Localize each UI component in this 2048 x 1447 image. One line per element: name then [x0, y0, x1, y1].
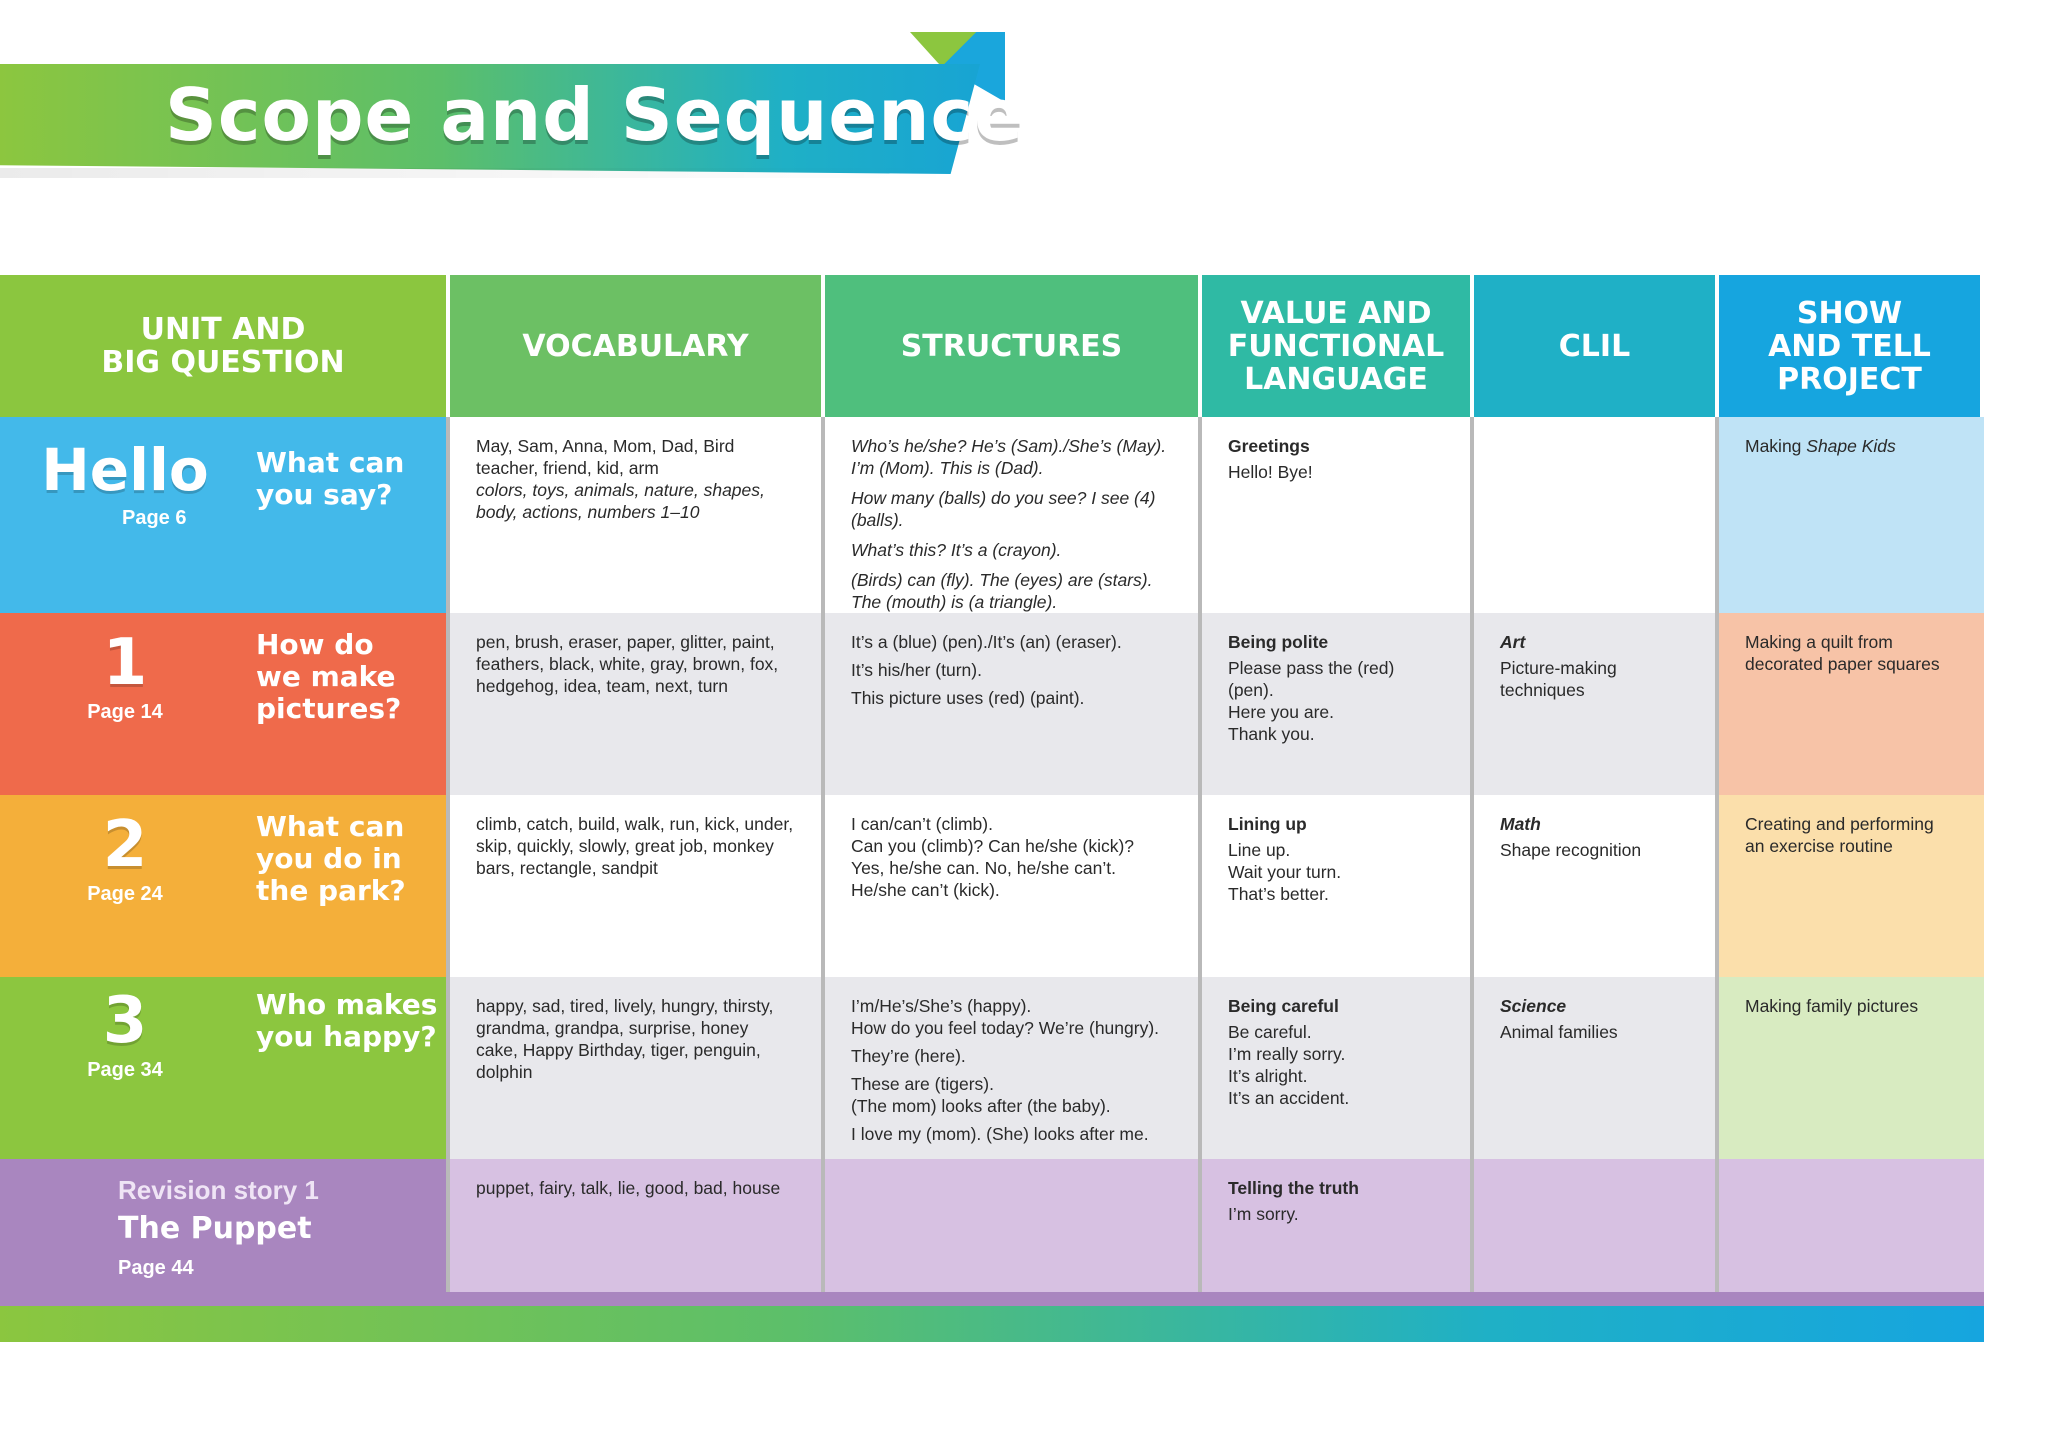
clil-subject: Art — [1500, 632, 1526, 652]
structures-cell — [825, 1159, 1202, 1314]
unit-page: Page 44 — [118, 1257, 194, 1279]
value-lines: Hello! Bye! — [1228, 462, 1313, 482]
unit-title: Hello — [41, 436, 209, 504]
structure-line: How many (balls) do you see? I see (4) (… — [851, 488, 1156, 530]
value-title: Telling the truth — [1228, 1178, 1359, 1198]
unit-page: Page 24 — [87, 883, 163, 905]
structure-line: These are (tigers). (The mom) looks afte… — [851, 1074, 1111, 1116]
value-lines: I’m sorry. — [1228, 1204, 1299, 1224]
header-clil: CLIL — [1474, 275, 1719, 417]
unit-page: Page 14 — [87, 701, 163, 723]
project-cell: Creating and performing an exercise rout… — [1719, 795, 1984, 977]
vocab-text: climb, catch, build, walk, run, kick, un… — [476, 814, 794, 878]
value-title: Greetings — [1228, 436, 1310, 456]
clil-cell — [1474, 1159, 1719, 1314]
unit-number: 2 — [102, 808, 148, 882]
clil-text: Shape recognition — [1500, 840, 1642, 860]
clil-text: Animal families — [1500, 1022, 1618, 1042]
unit-number: 1 — [102, 626, 148, 700]
value-lines: Line up. Wait your turn. That’s better. — [1228, 840, 1342, 904]
header-unit: UNIT AND BIG QUESTION — [0, 275, 450, 417]
structures-cell: It’s a (blue) (pen)./It’s (an) (eraser).… — [825, 613, 1202, 795]
revision-story: Revision story 1 The Puppet Page 44 — [0, 1159, 450, 1314]
structure-line: It’s a (blue) (pen)./It’s (an) (eraser). — [851, 632, 1122, 652]
structure-line: I’m/He’s/She’s (happy). How do you feel … — [851, 996, 1160, 1038]
clil-cell: Math Shape recognition — [1474, 795, 1719, 977]
value-cell: Being polite Please pass the (red) (pen)… — [1202, 613, 1474, 795]
structure-line: They’re (here). — [851, 1046, 966, 1066]
header-project: SHOW AND TELL PROJECT — [1719, 275, 1984, 417]
vocab-text: puppet, fairy, talk, lie, good, bad, hou… — [476, 1178, 781, 1198]
project-cell: Making family pictures — [1719, 977, 1984, 1159]
clil-cell: Art Picture-making techniques — [1474, 613, 1719, 795]
banner-shadow — [0, 168, 960, 178]
project-cell: Making Shape Kids — [1719, 417, 1984, 613]
vocab-text: May, Sam, Anna, Mom, Dad, Bird teacher, … — [476, 436, 735, 478]
header-vocabulary: VOCABULARY — [450, 275, 825, 417]
unit-page: Page 6 — [122, 507, 187, 529]
vocab-cell: May, Sam, Anna, Mom, Dad, Bird teacher, … — [450, 417, 825, 613]
bottom-gradient-bar — [0, 1306, 1984, 1342]
project-italic: Shape Kids — [1806, 436, 1896, 456]
vocab-cell: climb, catch, build, walk, run, kick, un… — [450, 795, 825, 977]
revision-title: The Puppet — [118, 1211, 312, 1246]
project-text: Making — [1745, 436, 1807, 456]
vocab-cell: pen, brush, eraser, paper, glitter, pain… — [450, 613, 825, 795]
value-cell: Greetings Hello! Bye! — [1202, 417, 1474, 613]
value-cell: Lining up Line up. Wait your turn. That’… — [1202, 795, 1474, 977]
unit-3: 3 Page 34 Who makes you happy? — [0, 977, 450, 1159]
structures-cell: I’m/He’s/She’s (happy). How do you feel … — [825, 977, 1202, 1159]
value-lines: Please pass the (red) (pen). Here you ar… — [1228, 658, 1395, 744]
title-banner — [0, 64, 980, 174]
structure-line: What’s this? It’s a (crayon). — [851, 540, 1062, 560]
structure-line: This picture uses (red) (paint). — [851, 688, 1085, 708]
value-title: Being careful — [1228, 996, 1339, 1016]
project-cell — [1719, 1159, 1984, 1314]
unit-question: What can you do in the park? — [256, 810, 406, 907]
bottom-purple-strip — [0, 1292, 1984, 1306]
value-cell: Being careful Be careful. I’m really sor… — [1202, 977, 1474, 1159]
page-title: Scope and Sequence — [165, 73, 1024, 157]
unit-question: How do we make pictures? — [256, 628, 402, 725]
header-structures: STRUCTURES — [825, 275, 1202, 417]
unit-1: 1 Page 14 How do we make pictures? — [0, 613, 450, 795]
structures-cell: I can/can’t (climb). Can you (climb)? Ca… — [825, 795, 1202, 977]
clil-cell: Science Animal families — [1474, 977, 1719, 1159]
structure-line: It’s his/her (turn). — [851, 660, 982, 680]
revision-label: Revision story 1 — [118, 1175, 319, 1205]
structure-line: (Birds) can (fly). The (eyes) are (stars… — [851, 570, 1153, 612]
unit-page: Page 34 — [87, 1059, 163, 1081]
header-value: VALUE AND FUNCTIONAL LANGUAGE — [1202, 275, 1474, 417]
unit-hello: Hello Page 6 What can you say? — [0, 417, 450, 613]
unit-2: 2 Page 24 What can you do in the park? — [0, 795, 450, 977]
vocab-cell: happy, sad, tired, lively, hungry, thirs… — [450, 977, 825, 1159]
unit-number: 3 — [102, 984, 148, 1058]
scope-sequence-table: UNIT AND BIG QUESTION VOCABULARY STRUCTU… — [0, 275, 1984, 1314]
vocab-text: happy, sad, tired, lively, hungry, thirs… — [476, 996, 774, 1082]
structures-cell: Who’s he/she? He’s (Sam)./She’s (May). I… — [825, 417, 1202, 613]
clil-text: Picture-making techniques — [1500, 658, 1617, 700]
vocab-cell: puppet, fairy, talk, lie, good, bad, hou… — [450, 1159, 825, 1314]
value-title: Being polite — [1228, 632, 1329, 652]
vocab-text: pen, brush, eraser, paper, glitter, pain… — [476, 632, 779, 696]
project-cell: Making a quilt from decorated paper squa… — [1719, 613, 1984, 795]
value-lines: Be careful. I’m really sorry. It’s alrig… — [1228, 1022, 1350, 1108]
clil-subject: Math — [1500, 814, 1541, 834]
unit-question: What can you say? — [256, 446, 405, 511]
unit-question: Who makes you happy? — [256, 988, 438, 1053]
clil-cell — [1474, 417, 1719, 613]
vocab-italic: colors, toys, animals, nature, shapes, b… — [476, 480, 765, 522]
structure-line: I love my (mom). (She) looks after me. — [851, 1124, 1149, 1144]
structure-line: Who’s he/she? He’s (Sam)./She’s (May). I… — [851, 436, 1167, 478]
value-title: Lining up — [1228, 814, 1307, 834]
structure-line: I can/can’t (climb). Can you (climb)? Ca… — [851, 814, 1135, 900]
clil-subject: Science — [1500, 996, 1567, 1016]
value-cell: Telling the truth I’m sorry. — [1202, 1159, 1474, 1314]
